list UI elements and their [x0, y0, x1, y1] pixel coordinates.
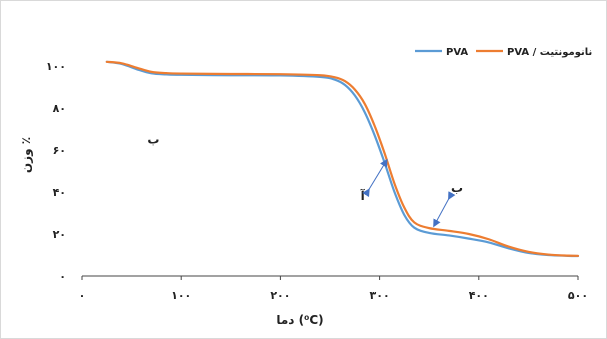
y-tick-label-0: ۰ — [59, 270, 66, 283]
y-tick-label-3: ۶۰ — [53, 144, 66, 157]
x-axis-title: دما (⁰C) — [276, 313, 323, 327]
annotation-arrow-0 — [362, 158, 388, 198]
x-tick-label-3: ۳۰۰ — [370, 289, 390, 302]
y-tick-label-2: ۴۰ — [53, 186, 66, 199]
legend: PVA PVA / نانومونتیت — [415, 47, 592, 58]
annotation-label-2: ب — [147, 133, 159, 147]
annotation-label-1: ب — [451, 181, 463, 195]
x-tick-label-1: ۱۰۰ — [171, 289, 191, 302]
y-tick-label-4: ۸۰ — [53, 102, 66, 115]
y-tick-label-1: ۲۰ — [53, 228, 66, 241]
annotation-arrow-1 — [433, 191, 456, 228]
x-tick-label-5: ۵۰۰ — [568, 289, 588, 302]
annotation-label-0: آ — [360, 188, 366, 203]
y-tick-label-5: ۱۰۰ — [46, 60, 66, 73]
x-tick-label-4: ۴۰۰ — [469, 289, 489, 302]
plot-area: ۰ ۱۰۰ ۲۰۰ ۳۰۰ ۴۰۰ ۵۰۰ ۰ ۲۰ ۴۰ ۶۰ ۸۰ ۱۰۰ آ ب ب — [46, 60, 588, 302]
x-tick-label-2: ۲۰۰ — [270, 289, 290, 302]
series-line-1 — [105, 60, 580, 257]
series-line-0 — [105, 60, 580, 258]
legend-label-pva: PVA — [446, 47, 468, 58]
legend-label-pva-nanomontmorillonite: PVA / نانومونتیت — [507, 47, 592, 58]
y-axis-title: وزن ٪ — [19, 137, 34, 173]
x-tick-label-0: ۰ — [79, 289, 86, 302]
